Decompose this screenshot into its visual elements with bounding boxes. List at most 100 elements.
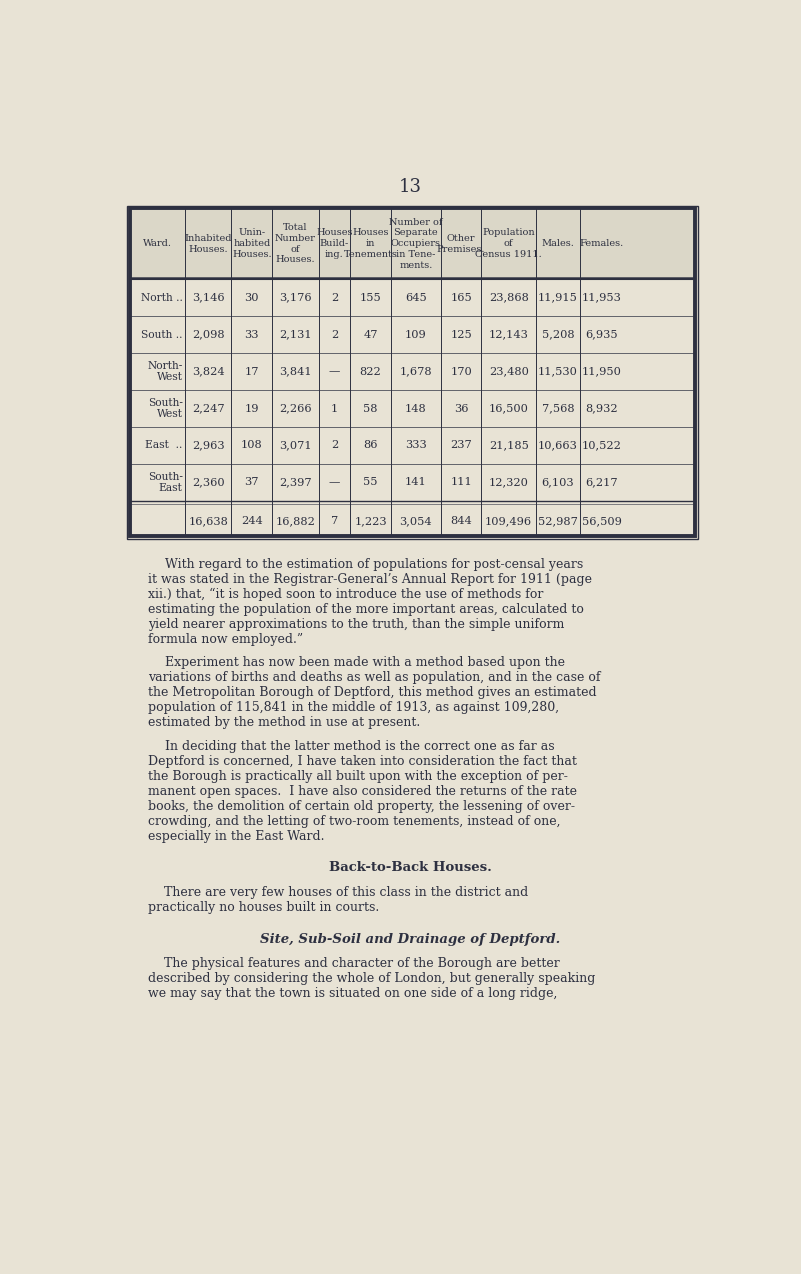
Text: 148: 148 (405, 404, 427, 414)
Text: 109: 109 (405, 330, 427, 340)
Text: 55: 55 (364, 478, 378, 488)
Text: 822: 822 (360, 367, 381, 377)
Text: 165: 165 (450, 293, 472, 303)
Text: Ward.: Ward. (143, 240, 171, 248)
Text: Population
of
Census 1911.: Population of Census 1911. (475, 228, 542, 259)
Bar (130, 209, 695, 536)
Text: 36: 36 (454, 404, 469, 414)
Text: 6,103: 6,103 (541, 478, 574, 488)
Text: 333: 333 (405, 441, 427, 451)
Text: 47: 47 (364, 330, 378, 340)
Text: 141: 141 (405, 478, 427, 488)
Text: xii.) that, “it is hoped soon to introduce the use of methods for: xii.) that, “it is hoped soon to introdu… (148, 587, 544, 601)
Text: 109,496: 109,496 (485, 516, 532, 526)
Text: 23,868: 23,868 (489, 293, 529, 303)
Text: 16,500: 16,500 (489, 404, 529, 414)
Text: 6,935: 6,935 (586, 330, 618, 340)
Text: 125: 125 (450, 330, 472, 340)
Text: 1,678: 1,678 (400, 367, 433, 377)
Text: —: — (328, 367, 340, 377)
Text: South ..: South .. (141, 330, 183, 340)
Text: 155: 155 (360, 293, 381, 303)
Text: 5,208: 5,208 (541, 330, 574, 340)
Text: Other
Premises.: Other Premises. (437, 234, 485, 254)
Text: South-
West: South- West (147, 397, 183, 419)
Text: 3,071: 3,071 (279, 441, 312, 451)
Text: The physical features and character of the Borough are better: The physical features and character of t… (148, 957, 560, 971)
Text: yield nearer approximations to the truth, than the simple uniform: yield nearer approximations to the truth… (148, 618, 565, 631)
Text: 11,915: 11,915 (538, 293, 578, 303)
Text: 30: 30 (244, 293, 259, 303)
Text: 2,131: 2,131 (279, 330, 312, 340)
Text: 11,530: 11,530 (538, 367, 578, 377)
Text: 170: 170 (450, 367, 472, 377)
Text: we may say that the town is situated on one side of a long ridge,: we may say that the town is situated on … (148, 987, 557, 1000)
Text: 56,509: 56,509 (582, 516, 622, 526)
Text: North ..: North .. (141, 293, 183, 303)
Text: 1,223: 1,223 (354, 516, 387, 526)
Text: 86: 86 (364, 441, 378, 451)
Text: 3,054: 3,054 (400, 516, 433, 526)
Text: North-
West: North- West (147, 361, 183, 382)
Text: estimating the population of the more important areas, calculated to: estimating the population of the more im… (148, 603, 584, 615)
Text: 2,963: 2,963 (192, 441, 224, 451)
Text: Females.: Females. (580, 240, 624, 248)
Text: Inhabited
Houses.: Inhabited Houses. (184, 234, 232, 254)
Text: 16,638: 16,638 (188, 516, 228, 526)
Text: it was stated in the Registrar-General’s Annual Report for 1911 (page: it was stated in the Registrar-General’s… (148, 573, 592, 586)
Text: 2,397: 2,397 (279, 478, 312, 488)
Text: Deptford is concerned, I have taken into consideration the fact that: Deptford is concerned, I have taken into… (148, 754, 577, 768)
Text: variations of births and deaths as well as population, and in the case of: variations of births and deaths as well … (148, 671, 601, 684)
Text: 10,663: 10,663 (538, 441, 578, 451)
Text: Experiment has now been made with a method based upon the: Experiment has now been made with a meth… (165, 656, 566, 669)
Text: 2,098: 2,098 (192, 330, 224, 340)
Text: 52,987: 52,987 (538, 516, 578, 526)
Text: Males.: Males. (541, 240, 574, 248)
Text: 2,247: 2,247 (192, 404, 224, 414)
Text: 12,320: 12,320 (489, 478, 529, 488)
Text: 244: 244 (241, 516, 263, 526)
Text: 1: 1 (331, 404, 338, 414)
Text: 3,841: 3,841 (279, 367, 312, 377)
Text: 11,953: 11,953 (582, 293, 622, 303)
Text: 2: 2 (331, 330, 338, 340)
Text: 12,143: 12,143 (489, 330, 529, 340)
Text: 10,522: 10,522 (582, 441, 622, 451)
Text: —: — (328, 478, 340, 488)
Text: population of 115,841 in the middle of 1913, as against 109,280,: population of 115,841 in the middle of 1… (148, 701, 559, 715)
Text: 3,176: 3,176 (279, 293, 312, 303)
Text: 108: 108 (241, 441, 263, 451)
Text: With regard to the estimation of populations for post-censal years: With regard to the estimation of populat… (165, 558, 583, 571)
Text: 237: 237 (450, 441, 472, 451)
Text: 2,360: 2,360 (192, 478, 224, 488)
Text: Total
Number
of
Houses.: Total Number of Houses. (275, 223, 316, 265)
Text: South-
East: South- East (147, 471, 183, 493)
Bar (130, 209, 695, 279)
Text: 11,950: 11,950 (582, 367, 622, 377)
Text: 111: 111 (450, 478, 472, 488)
Text: 7,568: 7,568 (541, 404, 574, 414)
Text: 2: 2 (331, 441, 338, 451)
Text: Houses
Build-
ing.: Houses Build- ing. (316, 228, 352, 259)
Text: 21,185: 21,185 (489, 441, 529, 451)
Text: 16,882: 16,882 (276, 516, 316, 526)
Text: especially in the East Ward.: especially in the East Ward. (148, 829, 324, 842)
Bar (127, 206, 698, 539)
Text: 58: 58 (364, 404, 378, 414)
Text: Number of
Separate
Occupiers
in Tene-
ments.: Number of Separate Occupiers in Tene- me… (389, 218, 443, 270)
Text: East  ..: East .. (145, 441, 183, 451)
Text: Houses
in
Tenements: Houses in Tenements (344, 228, 397, 259)
Text: Unin-
habited
Houses.: Unin- habited Houses. (232, 228, 272, 259)
Text: 6,217: 6,217 (586, 478, 618, 488)
Text: 2,266: 2,266 (279, 404, 312, 414)
Text: Site, Sub-Soil and Drainage of Deptford.: Site, Sub-Soil and Drainage of Deptford. (260, 933, 560, 945)
Text: practically no houses built in courts.: practically no houses built in courts. (148, 901, 380, 913)
Text: 37: 37 (244, 478, 259, 488)
Text: There are very few houses of this class in the district and: There are very few houses of this class … (148, 885, 529, 899)
Text: In deciding that the latter method is the correct one as far as: In deciding that the latter method is th… (165, 740, 555, 753)
Text: 23,480: 23,480 (489, 367, 529, 377)
Text: 13: 13 (399, 177, 421, 195)
Text: described by considering the whole of London, but generally speaking: described by considering the whole of Lo… (148, 972, 596, 985)
Text: the Metropolitan Borough of Deptford, this method gives an estimated: the Metropolitan Borough of Deptford, th… (148, 687, 597, 699)
Text: Back-to-Back Houses.: Back-to-Back Houses. (328, 861, 492, 874)
